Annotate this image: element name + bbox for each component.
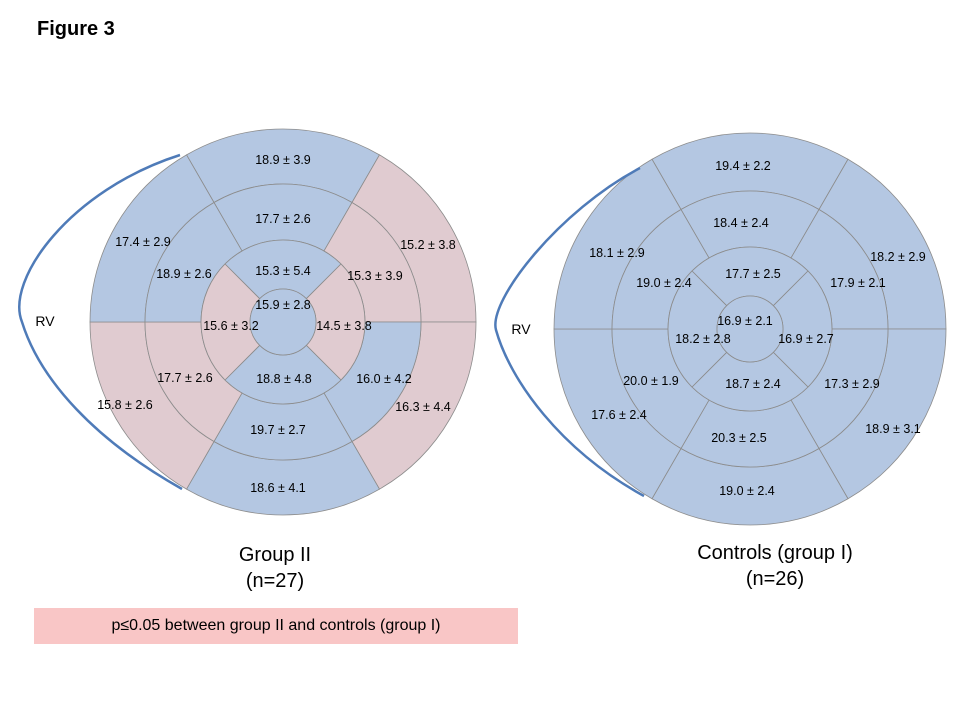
rv-label: RV	[35, 313, 55, 329]
basal-segment-3-label: 16.3 ± 4.4	[395, 400, 451, 414]
mid-segment-6-label: 18.9 ± 2.6	[156, 267, 212, 281]
basal-segment-1-label: 19.4 ± 2.2	[715, 159, 771, 173]
bullseye-controls: 19.4 ± 2.2 18.2 ± 2.9 18.9 ± 3.1 19.0 ± 2.4…	[494, 132, 947, 526]
apical-segment-2-label: 16.9 ± 2.7	[778, 332, 834, 346]
bullseye-group2: 18.9 ± 3.9 15.2 ± 3.8 16.3 ± 4.4 18.6 ± 4.1…	[18, 128, 477, 516]
basal-segment-5-label: 15.8 ± 2.6	[97, 398, 153, 412]
mid-segment-1-label: 18.4 ± 2.4	[713, 216, 769, 230]
mid-segment-4-label: 20.3 ± 2.5	[711, 431, 767, 445]
apical-segment-3-label: 18.8 ± 4.8	[256, 372, 312, 386]
apex-segment-label: 16.9 ± 2.1	[717, 314, 773, 328]
basal-segment-4-label: 19.0 ± 2.4	[719, 484, 775, 498]
mid-segment-3-label: 16.0 ± 4.2	[356, 372, 412, 386]
mid-segment-4-label: 19.7 ± 2.7	[250, 423, 306, 437]
group2-subtitle: (n=27)	[245, 570, 305, 592]
mid-segment-5-label: 20.0 ± 1.9	[623, 374, 679, 388]
basal-segment-2-label: 15.2 ± 3.8	[400, 238, 456, 252]
apical-segment-4-label: 15.6 ± 3.2	[203, 319, 259, 333]
basal-segment-6-label: 17.4 ± 2.9	[115, 235, 171, 249]
controls-caption: Controls (group I) (n=26)	[650, 540, 900, 592]
mid-segment-1-label: 17.7 ± 2.6	[255, 212, 311, 226]
basal-segment-5-label: 17.6 ± 2.4	[591, 408, 647, 422]
basal-segment-4-label: 18.6 ± 4.1	[250, 481, 306, 495]
mid-segment-2-label: 15.3 ± 3.9	[347, 269, 403, 283]
apical-segment-3-label: 18.7 ± 2.4	[725, 377, 781, 391]
significance-legend: p≤0.05 between group II and controls (gr…	[34, 608, 518, 644]
apical-segment-1-label: 15.3 ± 5.4	[255, 264, 311, 278]
apex-segment	[249, 288, 317, 356]
apex-segment-label: 15.9 ± 2.8	[255, 298, 311, 312]
rv-curve	[494, 166, 645, 498]
mid-segment-3-label: 17.3 ± 2.9	[824, 377, 880, 391]
basal-segment-3-label: 18.9 ± 3.1	[865, 422, 921, 436]
apex-segment	[716, 295, 784, 363]
controls-title: Controls (group I)	[697, 542, 853, 564]
apical-segment-4-label: 18.2 ± 2.8	[675, 332, 731, 346]
rv-label: RV	[511, 321, 531, 337]
basal-segment-2-label: 18.2 ± 2.9	[870, 250, 926, 264]
mid-segment-6-label: 19.0 ± 2.4	[636, 276, 692, 290]
group2-title: Group II	[238, 544, 312, 566]
basal-segment-6-label: 18.1 ± 2.9	[589, 246, 645, 260]
mid-segment-5-label: 17.7 ± 2.6	[157, 371, 213, 385]
basal-segment-1-label: 18.9 ± 3.9	[255, 153, 311, 167]
rv-curve	[18, 153, 183, 491]
controls-subtitle: (n=26)	[745, 568, 805, 590]
group2-caption: Group II (n=27)	[175, 542, 375, 594]
apical-segment-2-label: 14.5 ± 3.8	[316, 319, 372, 333]
figure-title: Figure 3	[37, 18, 115, 40]
apical-segment-1-label: 17.7 ± 2.5	[725, 267, 781, 281]
mid-segment-2-label: 17.9 ± 2.1	[830, 276, 886, 290]
